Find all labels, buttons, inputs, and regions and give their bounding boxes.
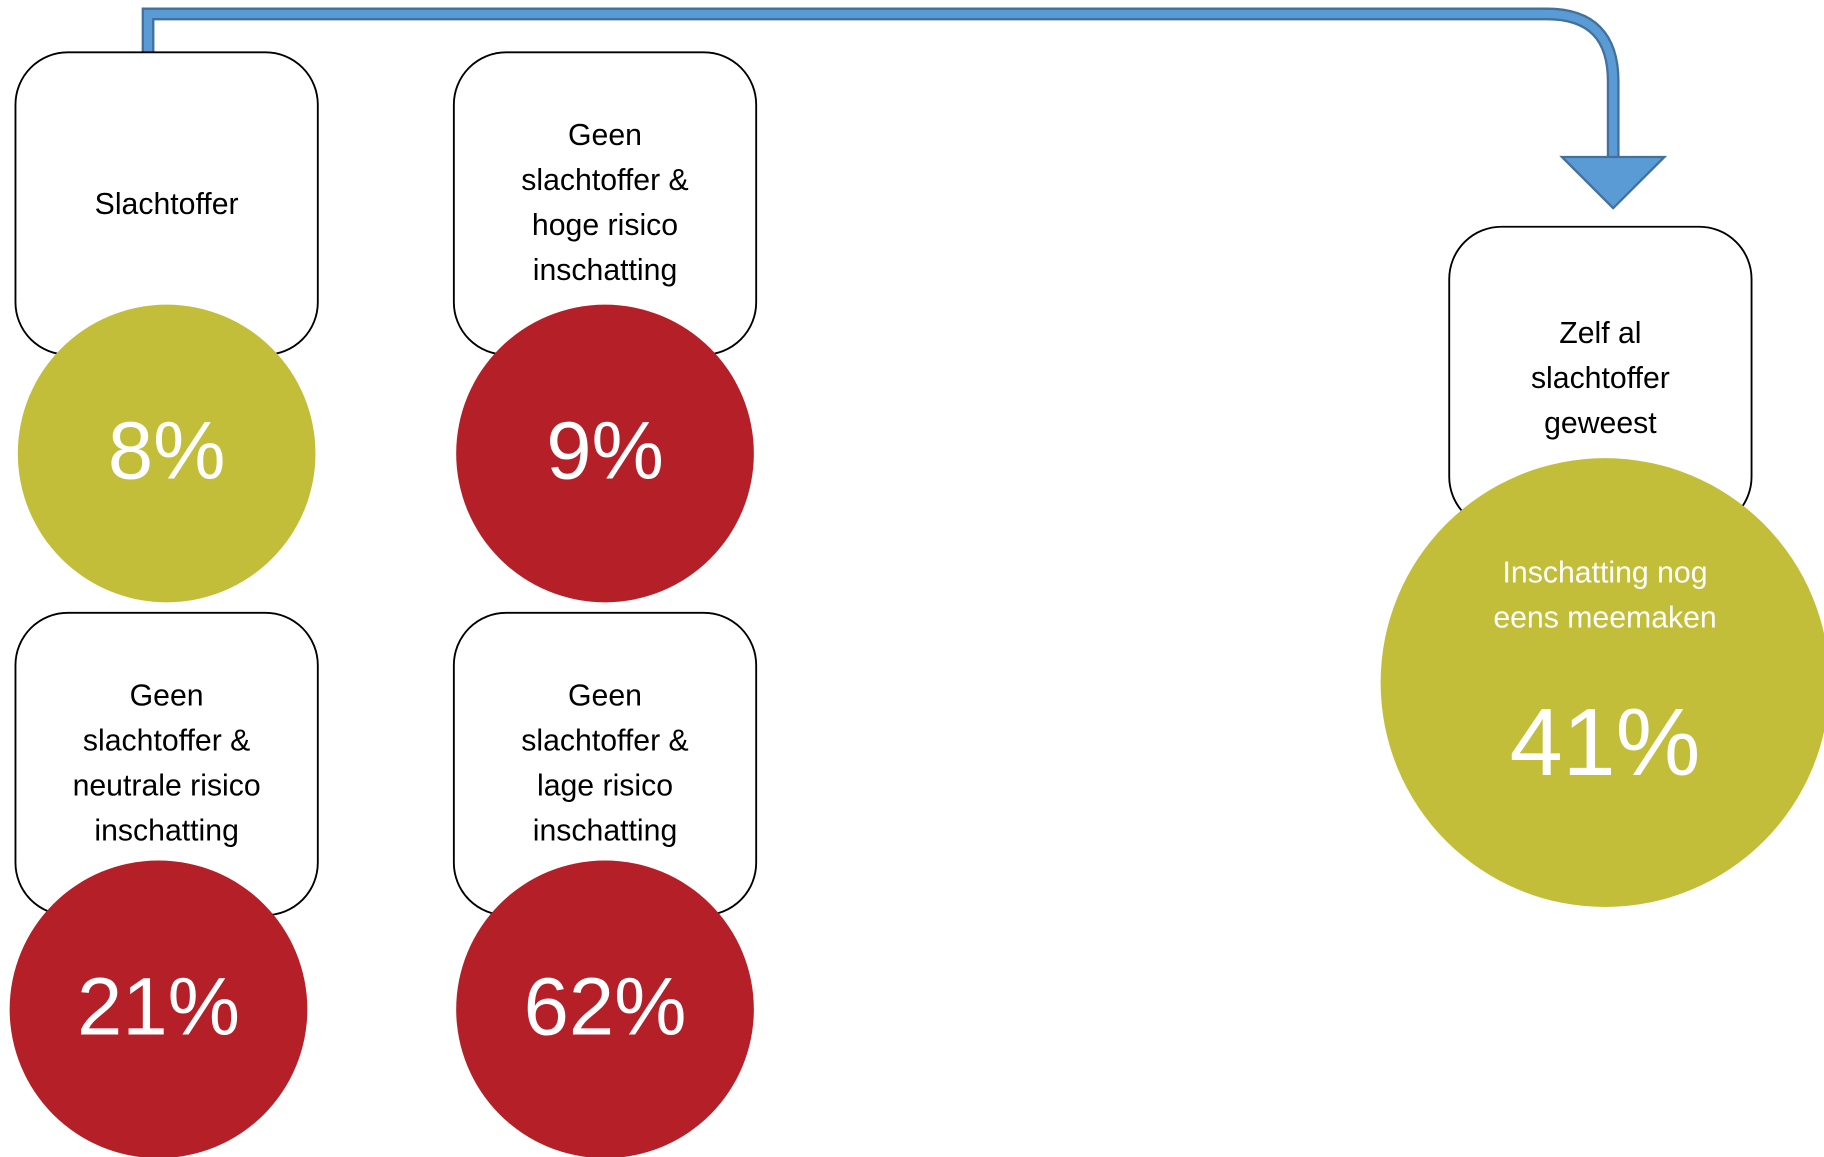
node-label: Slachtoffer xyxy=(95,188,239,221)
value-label: 62% xyxy=(524,961,687,1052)
value-circle xyxy=(17,304,316,603)
node: Slachtoffer 8% xyxy=(14,51,319,603)
node-label: Zelf al xyxy=(1559,317,1641,350)
value-circle xyxy=(1380,458,1824,907)
node-label: slachtoffer & xyxy=(521,725,688,758)
node-label: slachtoffer xyxy=(1531,362,1670,395)
value-label: 41% xyxy=(1510,690,1701,796)
node: Geen slachtoffer & lage risico inschatting 6… xyxy=(452,611,758,1157)
node-label: geweest xyxy=(1544,407,1657,440)
node-label: inschatting xyxy=(533,815,677,848)
node: Geen slachtoffer & hoge risico inschatting 9… xyxy=(452,51,758,603)
value-circle xyxy=(456,304,754,603)
node: Zelf al slachtoffer geweest Inschatting nog… xyxy=(1380,225,1824,907)
circle-sublabel: Inschatting nog xyxy=(1503,556,1708,589)
value-circle xyxy=(456,860,754,1157)
value-label: 9% xyxy=(546,405,664,496)
circle-sublabel: eens meemaken xyxy=(1493,601,1716,634)
node-label: inschatting xyxy=(533,254,677,287)
node-label: slachtoffer & xyxy=(521,164,688,197)
node-label: inschatting xyxy=(94,815,238,848)
node-label: slachtoffer & xyxy=(83,725,250,758)
node-label: Geen xyxy=(130,680,204,713)
node: Geen slachtoffer & neutrale risico inschatt… xyxy=(9,611,319,1157)
value-label: 8% xyxy=(108,405,226,496)
connector-arrow xyxy=(141,7,1668,210)
node-label: lage risico xyxy=(537,770,673,803)
value-label: 21% xyxy=(77,961,240,1052)
node-label: hoge risico xyxy=(532,209,678,242)
value-circle xyxy=(9,860,308,1157)
node-label: Geen xyxy=(568,680,642,713)
node-label: neutrale risico xyxy=(73,770,261,803)
node-label: Geen xyxy=(568,119,642,152)
